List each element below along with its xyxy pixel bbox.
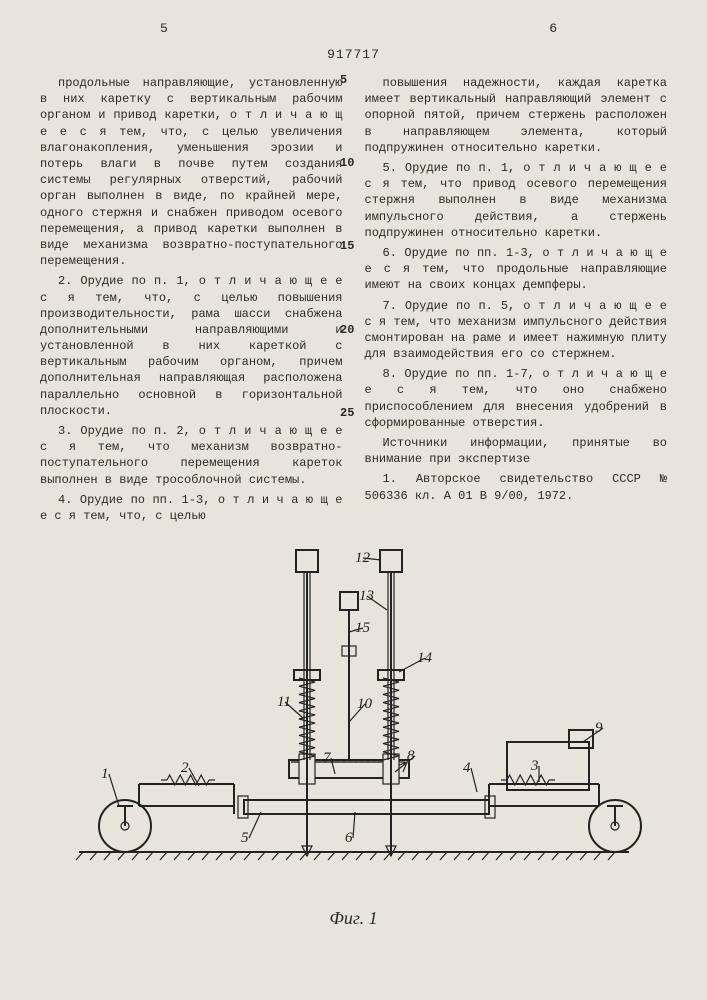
svg-text:5: 5: [241, 830, 249, 846]
svg-text:4: 4: [463, 760, 471, 776]
svg-text:11: 11: [277, 694, 291, 710]
figure-label: Фиг. 1: [0, 906, 707, 930]
document-number: 917717: [40, 46, 667, 64]
svg-text:9: 9: [595, 720, 603, 736]
svg-text:8: 8: [407, 748, 415, 764]
line-number-gutter: 5 10 15 20 25: [340, 72, 354, 488]
claim-para: 6. Орудие по пп. 1-3, о т л и ч а ю щ е …: [365, 245, 668, 294]
line-marker: 25: [340, 405, 354, 421]
claim-para: 5. Орудие по п. 1, о т л и ч а ю щ е е с…: [365, 160, 668, 241]
line-marker: 20: [340, 322, 354, 338]
page-number-right: 6: [549, 20, 557, 38]
figure-1: 125678101112131415439 Фиг. 1: [0, 460, 707, 980]
svg-text:10: 10: [357, 696, 373, 712]
figure-svg: 125678101112131415439: [59, 460, 649, 900]
svg-text:3: 3: [530, 758, 539, 774]
claim-para: 8. Орудие по пп. 1-7, о т л и ч а ю щ е …: [365, 366, 668, 431]
svg-text:6: 6: [345, 830, 353, 846]
claim-para: повышения надежности, каждая каретка име…: [365, 75, 668, 156]
svg-text:12: 12: [355, 550, 371, 566]
svg-text:15: 15: [355, 620, 371, 636]
page-number-row: 5 6: [40, 20, 667, 46]
claim-para: продольные направляющие, установленную в…: [40, 75, 343, 269]
line-marker: 10: [340, 155, 354, 171]
line-marker: 5: [340, 72, 354, 88]
svg-text:13: 13: [359, 588, 374, 604]
page-number-left: 5: [160, 20, 168, 38]
svg-text:14: 14: [417, 650, 433, 666]
line-marker: 15: [340, 238, 354, 254]
claim-para: 2. Орудие по п. 1, о т л и ч а ю щ е е с…: [40, 273, 343, 419]
claim-para: 7. Орудие по п. 5, о т л и ч а ю щ е е с…: [365, 298, 668, 363]
svg-text:2: 2: [181, 760, 189, 776]
svg-text:7: 7: [323, 750, 332, 766]
svg-text:1: 1: [101, 766, 109, 782]
patent-page: 5 6 917717 5 10 15 20 25 продольные напр…: [0, 0, 707, 1000]
